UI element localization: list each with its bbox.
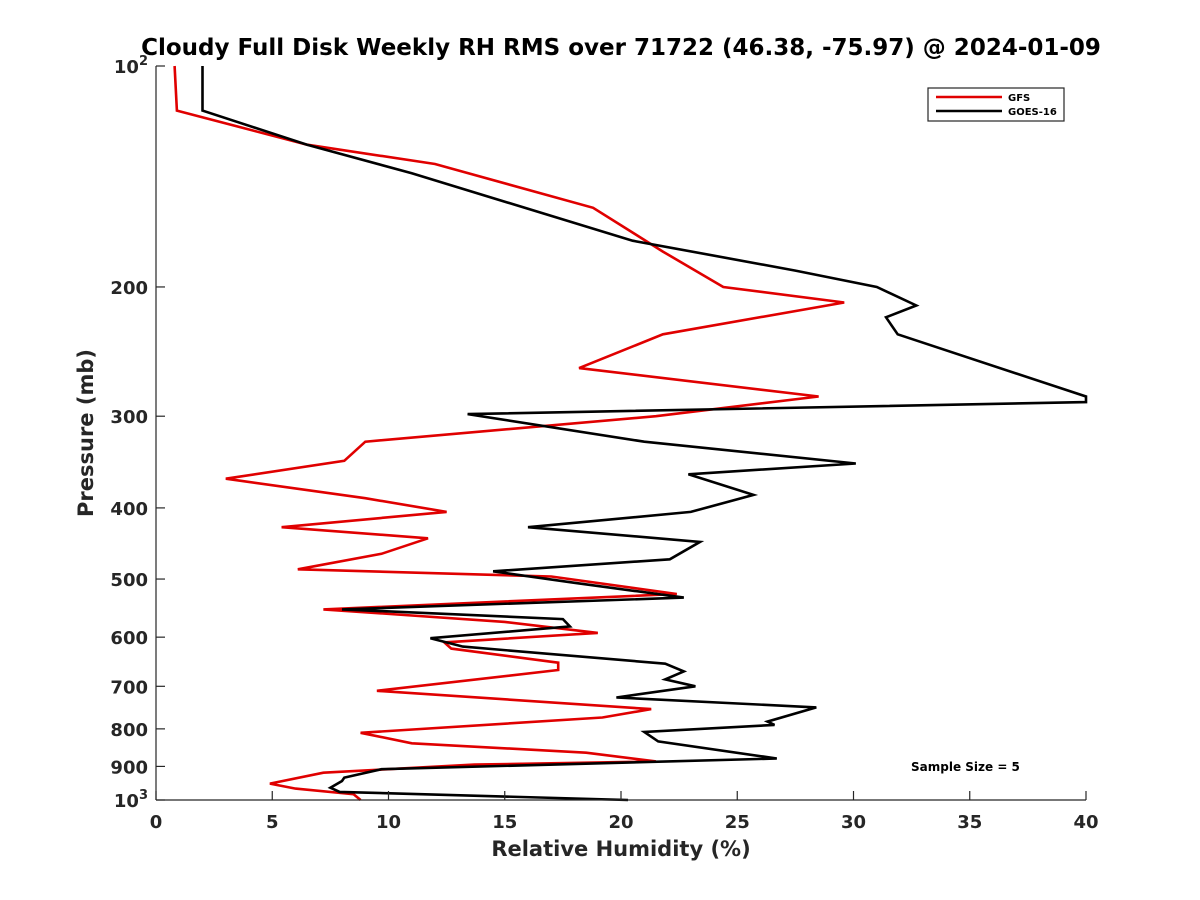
x-tick-label: 30 xyxy=(841,812,866,833)
x-tick-label: 35 xyxy=(957,812,982,833)
legend-box xyxy=(927,87,1065,122)
y-tick-label: 600 xyxy=(110,628,148,649)
x-tick-label: 40 xyxy=(1073,812,1098,833)
x-axis-label: Relative Humidity (%) xyxy=(491,837,750,861)
y-tick-label: 800 xyxy=(110,720,148,741)
series-line-gfs xyxy=(173,65,845,802)
x-tick-label: 25 xyxy=(725,812,750,833)
x-tick-label: 0 xyxy=(150,812,163,833)
x-tick-label: 5 xyxy=(266,812,279,833)
y-tick-label: 500 xyxy=(110,570,148,591)
series-layer xyxy=(173,65,1088,802)
y-tick-label: 700 xyxy=(110,677,148,698)
y-tick-label: 300 xyxy=(110,407,148,428)
y-tick-label: 900 xyxy=(110,757,148,778)
y-tick-label: 102 xyxy=(114,54,148,78)
x-tick-label: 20 xyxy=(608,812,633,833)
legend: GFS GOES-16 xyxy=(927,87,1065,122)
series-line-goes-16 xyxy=(201,66,1088,802)
y-tick-label: 400 xyxy=(110,499,148,520)
legend-label-gfs: GFS xyxy=(1008,93,1030,104)
y-tick-label: 103 xyxy=(114,788,148,812)
axes-layer: 0 5 10 15 20 25 30 35 40 102 200 300 400 500 600 700 800… xyxy=(110,54,1098,833)
legend-label-goes-16: GOES-16 xyxy=(1008,107,1057,118)
y-tick-label: 200 xyxy=(110,278,148,299)
x-tick-label: 10 xyxy=(376,812,401,833)
plot-area xyxy=(156,66,1086,800)
chart-title: Cloudy Full Disk Weekly RH RMS over 7172… xyxy=(141,35,1101,61)
y-axis-label: Pressure (mb) xyxy=(74,349,98,517)
sample-size-annotation: Sample Size = 5 xyxy=(911,760,1020,774)
x-tick-label: 15 xyxy=(492,812,517,833)
